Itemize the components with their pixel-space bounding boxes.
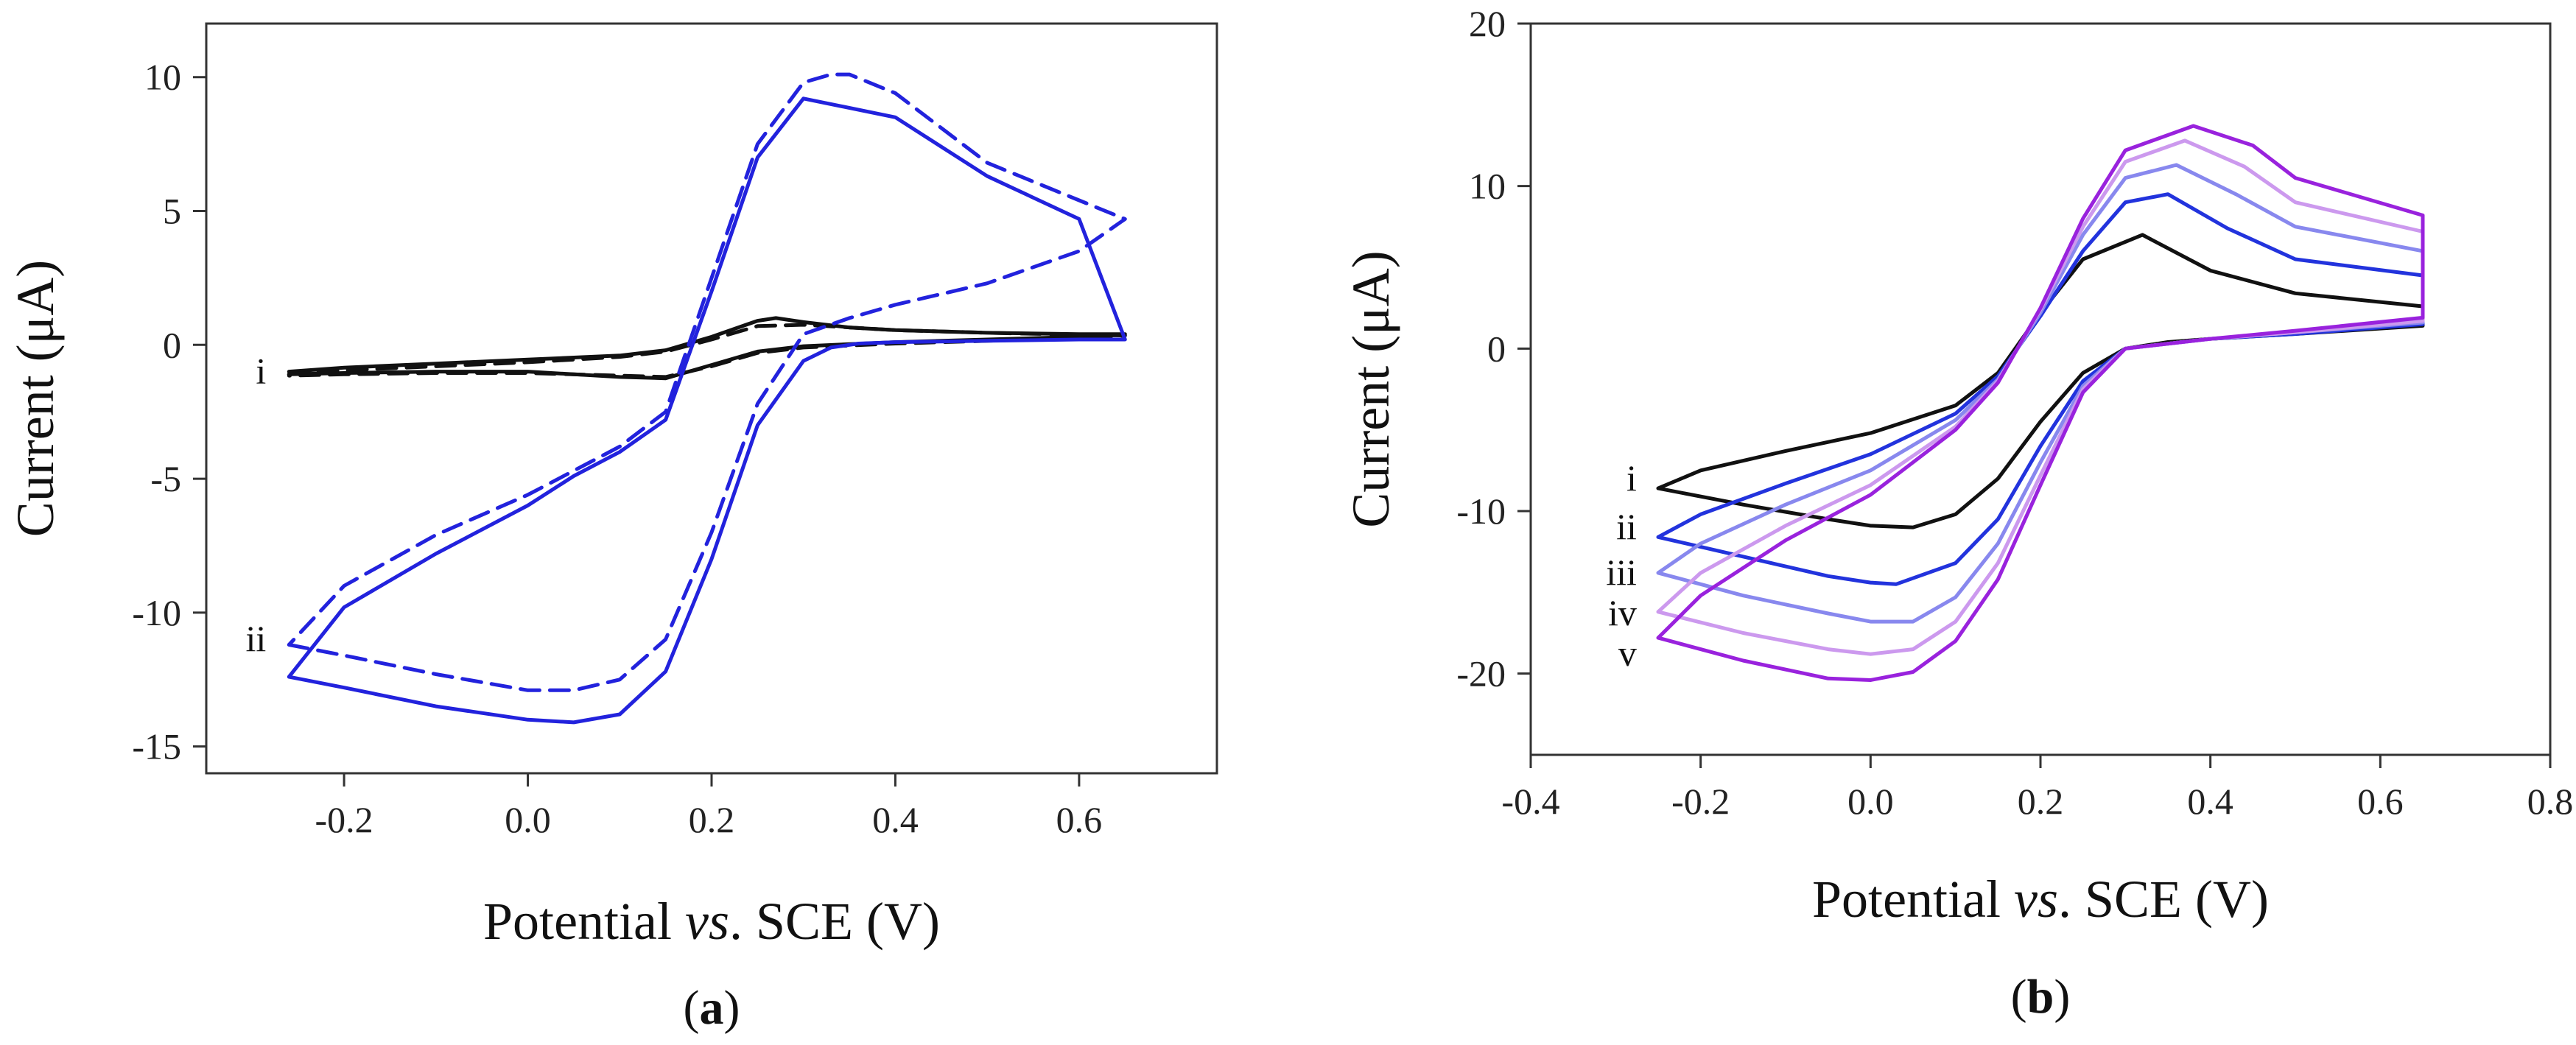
plot-frame <box>205 22 1218 775</box>
y-tick-label: 0 <box>1487 328 1506 369</box>
curve-label: iv <box>1608 592 1637 633</box>
y-tick-label: -5 <box>150 458 181 499</box>
x-tick-label: 0.8 <box>2527 781 2574 822</box>
x-axis-title: Potential vs. SCE (V) <box>1812 870 2269 929</box>
x-tick-label: 0.0 <box>505 799 551 840</box>
series-line <box>287 72 1127 692</box>
x-axis-title: Potential vs. SCE (V) <box>483 892 940 951</box>
curve-label: v <box>1618 633 1637 674</box>
x-tick-label: 0.6 <box>1056 799 1103 840</box>
x-tick-label: -0.4 <box>1501 781 1559 822</box>
series-line <box>1656 138 2425 656</box>
series-line <box>1656 163 2425 624</box>
x-tick-label: 0.6 <box>2357 781 2404 822</box>
y-tick-label: -10 <box>1456 490 1506 532</box>
y-tick-label: 10 <box>1469 166 1506 207</box>
x-tick-label: 0.2 <box>689 799 735 840</box>
y-tick-label: -20 <box>1456 653 1506 694</box>
y-tick-label: 10 <box>144 57 181 98</box>
x-tick-label: 0.4 <box>2187 781 2233 822</box>
y-tick-label: -15 <box>132 726 181 767</box>
y-tick-label: 5 <box>163 191 181 232</box>
y-tick-label: -10 <box>132 592 181 633</box>
x-tick-label: 0.0 <box>1847 781 1894 822</box>
series-line <box>1656 192 2425 586</box>
series-line <box>1656 124 2425 682</box>
curve-label: i <box>256 351 266 392</box>
y-axis-title: Current (μA) <box>6 260 65 538</box>
panel-label: (a) <box>684 981 740 1035</box>
x-tick-label: -0.2 <box>315 799 373 840</box>
curve-label: ii <box>1616 506 1637 547</box>
panel-b: -0.4 -0.2 0.0 0.2 0.4 0.6 0.8-20-1001020iiiiii… <box>1341 3 2573 1024</box>
y-tick-label: 0 <box>163 324 181 365</box>
y-axis-title: Current (μA) <box>1341 250 1400 528</box>
series-line <box>287 323 1127 379</box>
curve-label: i <box>1626 457 1637 499</box>
x-tick-label: 0.4 <box>872 799 919 840</box>
series-line <box>287 316 1127 381</box>
series-line <box>287 96 1127 725</box>
x-tick-label: -0.2 <box>1671 781 1730 822</box>
x-tick-label: 0.2 <box>2018 781 2064 822</box>
y-tick-label: 20 <box>1469 3 1506 44</box>
curve-label: ii <box>246 618 267 659</box>
panel-label: (b) <box>2011 970 2071 1024</box>
curve-label: iii <box>1606 552 1637 593</box>
